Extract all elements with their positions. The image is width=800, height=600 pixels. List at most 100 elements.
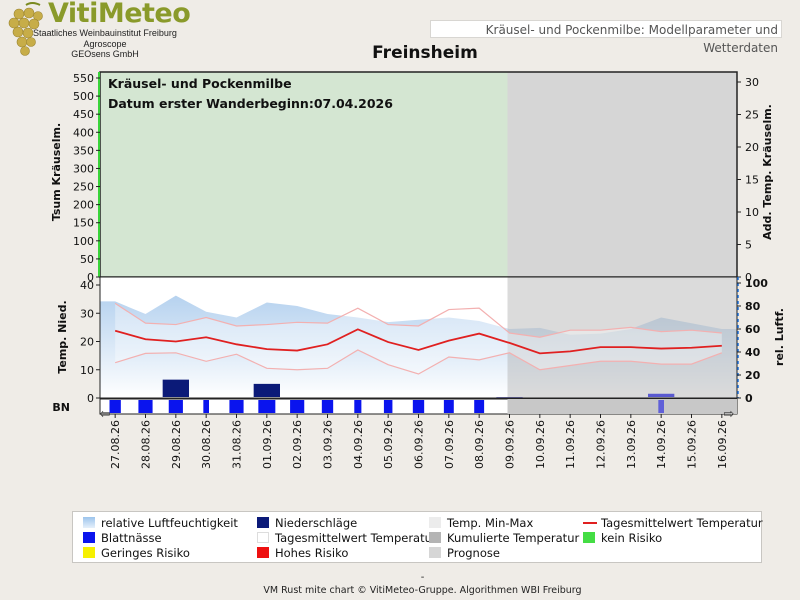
- temp-axis-title: Temp. Nied.: [56, 300, 69, 373]
- legend-label: Temp. Min-Max: [447, 516, 534, 530]
- legend-swatch: [257, 517, 269, 528]
- date-tick-label: 12.09.26: [595, 420, 608, 469]
- tsum-tick-label: 300: [73, 162, 94, 175]
- org-line-1: Staatliches Weinbauinstitut Freiburg: [33, 28, 177, 38]
- date-tick-label: 14.09.26: [655, 420, 668, 469]
- tsum-tick-label: 0: [87, 271, 94, 284]
- logo-text: VitiMeteo: [48, 0, 191, 29]
- addtemp-axis-title: Add. Temp. Kräuselm.: [761, 104, 774, 240]
- footer-separator: -: [420, 572, 425, 583]
- scroll-left-icon: ⇦: [100, 407, 111, 422]
- leafwet-bar: [658, 400, 664, 413]
- humidity-tick-label: 40: [745, 346, 761, 359]
- org-line-2: Agroscope: [83, 39, 127, 49]
- temp-min-line: [114, 349, 723, 375]
- tsum-tick-label: 250: [73, 181, 94, 194]
- precip-bar: [253, 383, 280, 397]
- legend-swatch: [257, 547, 269, 558]
- chart-area: 0501001502002503003504004505005500510152…: [50, 71, 786, 469]
- grape-logo-icon: [8, 2, 43, 56]
- addtemp-tick-label: 25: [745, 109, 759, 122]
- no-risk-area: [100, 72, 508, 277]
- tsum-tick-label: 100: [73, 235, 94, 248]
- legend-label: kein Risiko: [601, 531, 663, 545]
- addtemp-tick-label: 5: [745, 239, 752, 252]
- leafwet-bar: [203, 400, 209, 413]
- addtemp-tick-label: 0: [745, 271, 752, 284]
- humidity-tick-label: 20: [745, 369, 761, 382]
- leafwet-bar: [168, 400, 183, 413]
- date-tick-label: 02.09.26: [291, 420, 304, 469]
- humidity-tick-label: 80: [745, 300, 761, 313]
- date-tick-label: 03.09.26: [322, 420, 335, 469]
- legend-swatch: [257, 532, 269, 543]
- date-tick-label: 08.09.26: [473, 420, 486, 469]
- tsum-tick-label: 550: [73, 72, 94, 85]
- legend-label: Niederschläge: [275, 516, 358, 530]
- legend-swatch: [429, 547, 441, 558]
- leafwet-bar: [229, 400, 244, 413]
- bn-axis-title: BN: [52, 401, 70, 414]
- legend-label: Hohes Risiko: [275, 546, 349, 560]
- legend-swatch: [83, 517, 95, 528]
- temp-tick-label: 10: [80, 364, 94, 377]
- legend-label: Tagesmittelwert Temperatur: [275, 531, 437, 545]
- temp-tick-label: 0: [87, 392, 94, 405]
- page-title: Kräusel- und Pockenmilbe: Modellparamete…: [430, 20, 782, 55]
- tsum-tick-label: 450: [73, 108, 94, 121]
- date-tick-label: 28.08.26: [140, 420, 153, 469]
- tsum-tick-label: 350: [73, 144, 94, 157]
- legend-swatch: [429, 517, 441, 528]
- tsum-tick-label: 150: [73, 217, 94, 230]
- date-tick-label: 07.09.26: [443, 420, 456, 469]
- tsum-tick-label: 400: [73, 126, 94, 139]
- addtemp-tick-label: 20: [745, 141, 759, 154]
- temp-max-line: [114, 302, 722, 338]
- precip-bar: [648, 393, 675, 397]
- date-tick-label: 06.09.26: [413, 420, 426, 469]
- humidity-tick-label: 100: [745, 277, 768, 290]
- tsum-tick-label: 500: [73, 90, 94, 103]
- humidity-tick-label: 60: [745, 323, 761, 336]
- tsum-tick-label: 200: [73, 199, 94, 212]
- legend-swatch: [583, 522, 597, 524]
- legend-label: Prognose: [447, 546, 500, 560]
- legend-swatch: [429, 532, 441, 543]
- station-title: Freinsheim: [372, 43, 478, 63]
- legend-swatch: [583, 532, 595, 543]
- forecast-area-upper: [507, 72, 737, 277]
- forecast-area-lower: [507, 277, 737, 398]
- model-date: Datum erster Wanderbeginn:07.04.2026: [108, 96, 393, 111]
- leafwet-bar: [138, 400, 153, 413]
- tsum-axis-title: Tsum Kräuselm.: [50, 123, 63, 221]
- leafwet-bar: [474, 400, 485, 413]
- temp-mean-line: [114, 328, 722, 355]
- date-tick-label: 30.08.26: [200, 420, 213, 469]
- date-tick-label: 13.09.26: [625, 420, 638, 469]
- humidity-area: [100, 295, 737, 398]
- date-tick-label: 16.09.26: [716, 420, 729, 469]
- date-tick-label: 11.09.26: [564, 420, 577, 469]
- date-tick-label: 27.08.26: [109, 420, 122, 469]
- leafwet-bar: [354, 400, 362, 413]
- temp-minmax-band: [115, 303, 722, 374]
- date-tick-label: 31.08.26: [231, 420, 244, 469]
- legend-swatch: [83, 532, 95, 543]
- date-tick-label: 09.09.26: [504, 420, 517, 469]
- date-tick-label: 10.09.26: [534, 420, 547, 469]
- legend-label: Blattnässe: [101, 531, 162, 545]
- legend-label: relative Luftfeuchtigkeit: [101, 516, 238, 530]
- leafwet-bar: [412, 400, 425, 413]
- date-tick-label: 15.09.26: [686, 420, 699, 469]
- temp-tick-label: 40: [80, 279, 94, 292]
- legend-label: Kumulierte Temperatur: [447, 531, 580, 545]
- date-tick-label: 05.09.26: [382, 420, 395, 469]
- scroll-right-icon: ⇨: [724, 407, 735, 422]
- legend-label: Tagesmittelwert Temperatur: [601, 516, 763, 530]
- leafwet-bar: [383, 400, 393, 413]
- temp-tick-label: 30: [80, 307, 94, 320]
- addtemp-tick-label: 30: [745, 76, 759, 89]
- addtemp-tick-label: 10: [745, 206, 759, 219]
- date-tick-label: 01.09.26: [261, 420, 274, 469]
- leafwet-bar: [258, 400, 276, 413]
